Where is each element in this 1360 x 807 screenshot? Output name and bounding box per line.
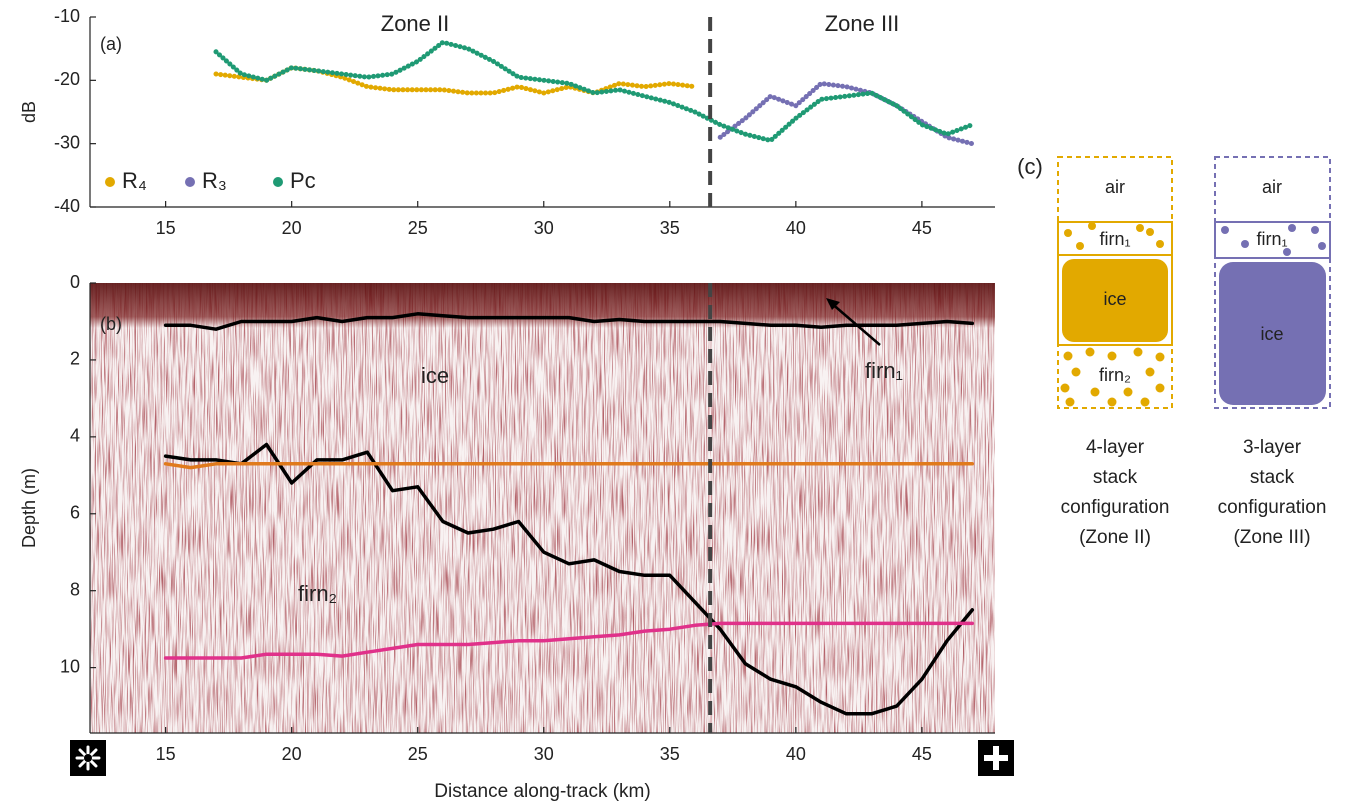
ice-layer — [1219, 262, 1326, 405]
annotation: (b) — [100, 314, 122, 334]
y-tick-label: 0 — [70, 272, 80, 292]
y-axis-label: Depth (m) — [19, 468, 39, 548]
series-line — [163, 621, 975, 660]
stack-outline — [1214, 156, 1331, 409]
y-axis-label: dB — [19, 101, 39, 123]
x-tick-label: 35 — [660, 744, 680, 764]
caption: (Zone III) — [1233, 527, 1310, 548]
legend-marker — [105, 177, 115, 187]
x-tick-label: 45 — [912, 218, 932, 238]
caption: 3-layer — [1243, 437, 1302, 458]
annotation-arrow — [829, 301, 881, 346]
layer-label: air — [1105, 177, 1125, 197]
legend-label: R₃ — [202, 168, 227, 193]
start-icon-center — [84, 754, 92, 762]
caption: stack — [1250, 467, 1295, 488]
annotation: firn₁ — [865, 358, 903, 383]
caption: configuration — [1218, 497, 1327, 518]
x-tick-label: 40 — [786, 218, 806, 238]
layer-label: ice — [1103, 289, 1126, 309]
x-tick-label: 40 — [786, 744, 806, 764]
caption: (Zone II) — [1079, 527, 1151, 548]
arrow-head — [826, 298, 840, 310]
annotation: firn₂ — [298, 581, 337, 606]
legend-label: R₄ — [122, 168, 147, 193]
layer-label: firn₁ — [1099, 229, 1130, 249]
x-tick-label: 30 — [534, 744, 554, 764]
y-tick-label: -10 — [54, 6, 80, 26]
stack-3-layer: air firn₁ ice 3-layer stack configuratio… — [1214, 156, 1331, 548]
legend-marker — [273, 177, 283, 187]
firn-grains — [1221, 224, 1326, 256]
y-tick-label: 8 — [70, 579, 80, 599]
caption: stack — [1093, 467, 1138, 488]
annotation: Zone II — [381, 11, 449, 36]
x-tick-label: 30 — [534, 218, 554, 238]
firn-ice-outline — [1057, 221, 1173, 346]
series-line — [163, 312, 975, 331]
end-icon-glyph — [984, 746, 1008, 770]
annotation: Zone III — [825, 11, 900, 36]
x-tick-label: 25 — [408, 218, 428, 238]
y-tick-label: -30 — [54, 132, 80, 152]
x-tick-label: 15 — [156, 744, 176, 764]
annotation: (a) — [100, 34, 122, 54]
legend-marker — [185, 177, 195, 187]
ice-layer — [1062, 259, 1168, 342]
x-tick-label: 20 — [282, 218, 302, 238]
y-tick-label: 4 — [70, 426, 80, 446]
layer-label: firn₂ — [1099, 365, 1131, 385]
layer-label: air — [1262, 177, 1282, 197]
y-tick-label: 10 — [60, 656, 80, 676]
layer-label: firn₁ — [1256, 229, 1287, 249]
stack-4-layer: air firn₁ ice firn₂ 4-layer stack config… — [1057, 156, 1173, 548]
annotation: ice — [421, 363, 449, 388]
caption: configuration — [1061, 497, 1170, 518]
series-line — [213, 39, 975, 143]
radargram-texture — [90, 283, 995, 733]
series-line — [717, 81, 975, 147]
panel-label: (c) — [1017, 154, 1043, 179]
x-tick-label: 25 — [408, 744, 428, 764]
x-tick-label: 15 — [156, 218, 176, 238]
caption: 4-layer — [1086, 437, 1145, 458]
y-tick-label: 6 — [70, 503, 80, 523]
y-tick-label: -20 — [54, 69, 80, 89]
x-tick-label: 45 — [912, 744, 932, 764]
surface-band — [90, 283, 995, 328]
x-tick-label: 35 — [660, 218, 680, 238]
legend-label: Pc — [290, 168, 316, 193]
x-axis-label: Distance along-track (km) — [434, 781, 650, 802]
x-tick-label: 20 — [282, 744, 302, 764]
firn-grains — [1060, 222, 1165, 407]
y-tick-label: 2 — [70, 349, 80, 369]
y-tick-label: -40 — [54, 196, 80, 216]
layer-label: ice — [1260, 324, 1283, 344]
firn-outline — [1214, 221, 1331, 259]
series-line — [163, 442, 975, 716]
series-line — [163, 462, 975, 470]
